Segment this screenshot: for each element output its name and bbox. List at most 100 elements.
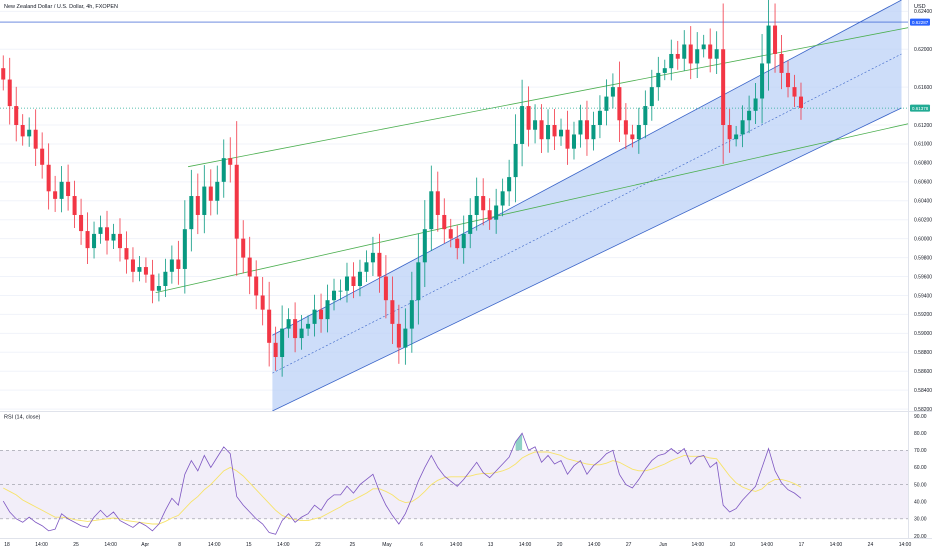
time-tick-label: 18 [4,542,10,548]
price-tick-label: 0.58400 [914,388,932,394]
level-badge: 0.62287 [910,18,930,26]
time-tick-label: 17 [799,542,805,548]
candle-body [27,129,32,137]
trend-lines[interactable] [155,19,932,294]
price-badges: 0.62287 0.61378 [910,18,930,112]
candle-body [319,309,324,320]
candle-body [221,158,226,182]
channel-upper-line[interactable] [272,0,902,336]
candle-body [604,96,609,111]
candle-body [254,276,259,296]
candle-body [675,53,680,59]
time-tick-label: 25 [350,542,356,548]
candle-body [636,125,641,140]
price-tick-label: 0.59600 [914,274,932,280]
rsi-overbought-fill [515,433,523,451]
regression-channel[interactable] [272,0,902,411]
candle-body [494,205,499,220]
candle-body [533,120,538,130]
price-tick-label: 0.59800 [914,255,932,261]
candle-body [727,125,732,140]
candle-body [760,63,765,99]
candle-body [117,233,122,249]
time-tick-label: 14:00 [35,542,48,548]
candle-body [228,158,233,165]
candle-body [682,44,687,59]
channel-mid-line[interactable] [272,53,902,374]
price-tick-label: 0.59000 [914,331,932,337]
candle-body [267,309,272,343]
candle-body [85,231,90,249]
candle-body [98,227,103,234]
candle-body [708,44,713,59]
currency-label: USD [914,4,926,10]
time-tick-label: 24 [868,542,874,548]
time-tick-label: 20 [557,542,563,548]
candle-body [351,276,356,286]
rsi-pane[interactable] [0,432,908,535]
rsi-line [2,432,802,535]
candle-body [546,125,551,140]
trend-line[interactable] [155,114,932,294]
price-tick-label: 0.62000 [914,47,932,53]
rsi-tick-label: 40.00 [914,500,927,506]
candle-body [53,191,58,199]
candle-body [280,328,285,358]
candle-body [662,68,667,73]
candle-body [695,49,700,64]
candle-body [332,290,337,301]
candle-body [734,134,739,140]
rsi-scale[interactable]: 90.00 80.00 70.00 60.00 50.00 40.00 30.00 20.00 [914,414,927,540]
level-badge-text: 0.62287 [912,20,929,25]
candle-body [377,252,382,277]
candle-body [92,233,97,249]
price-tick-label: 0.61000 [914,142,932,148]
candle-body [455,238,460,249]
candles [1,0,803,377]
candle-body [422,229,427,263]
candle-body [753,98,758,111]
candle-body [312,309,317,324]
candle-body [565,129,570,149]
candle-body [20,125,25,137]
rsi-guides [0,449,908,520]
price-tick-label: 0.62400 [914,9,932,15]
time-tick-label: 14:00 [830,542,843,548]
candle-body [747,110,752,121]
time-tick-label: May [382,542,392,548]
candle-body [409,300,414,329]
candle-body [669,53,674,69]
price-pane[interactable] [0,0,932,411]
candle-body [643,106,648,126]
time-tick-label: 14:00 [899,542,912,548]
candle-body [500,191,505,206]
candle-body [169,259,174,272]
candle-body [370,252,375,263]
time-tick-label: 27 [626,542,632,548]
candle-body [571,134,576,149]
trend-line[interactable] [188,19,932,168]
candle-body [435,191,440,215]
candle-body [383,276,388,301]
candle-body [33,129,38,149]
candle-body [79,214,84,232]
rsi-tick-label: 20.00 [914,534,927,540]
candle-body [740,120,745,135]
time-tick-label: 8 [178,542,181,548]
candle-body [260,295,265,310]
rsi-tick-label: 30.00 [914,517,927,523]
candle-body [507,177,512,192]
time-tick-label: Apr [141,542,149,548]
time-tick-label: 14:00 [208,542,221,548]
time-scale[interactable]: 18 14:00 25 14:00 Apr 8 14:00 15 14:00 22 25 May 6 14… [4,542,911,548]
rsi-ma-line [3,451,802,525]
rsi-tick-label: 90.00 [914,414,927,420]
price-scale[interactable]: 0.62400 0.62000 0.61600 0.61200 0.61000 0.608… [914,9,932,413]
candle-body [1,68,6,80]
channel-lower-line[interactable] [272,107,902,411]
candle-body [14,106,19,126]
candle-body [597,110,602,126]
candle-body [461,233,466,249]
candle-body [247,257,252,277]
